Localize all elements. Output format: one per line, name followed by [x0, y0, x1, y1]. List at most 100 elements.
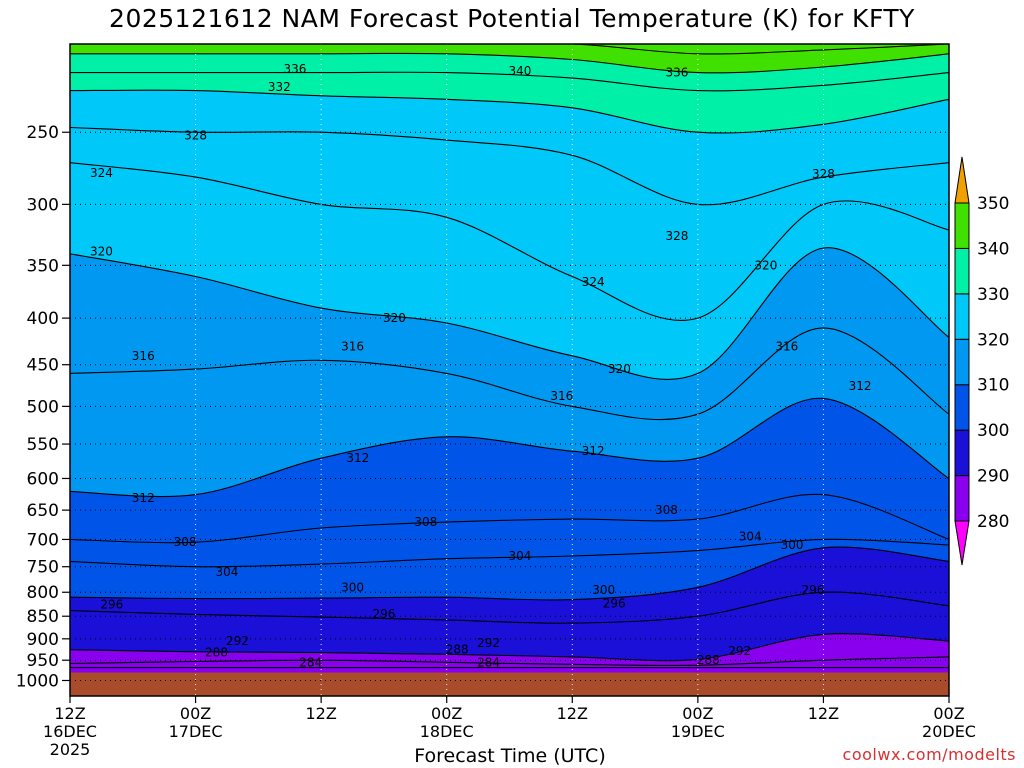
x-tick-label-0-2: 16DEC	[43, 722, 97, 741]
y-tick-label-600: 600	[27, 469, 59, 489]
colorbar-label-340: 340	[977, 239, 1009, 259]
contour-label-17: 312	[849, 379, 872, 393]
isentrope-304	[70, 538, 949, 568]
x-axis-label: Forecast Time (UTC)	[414, 745, 606, 767]
contour-label-9: 320	[90, 245, 113, 259]
y-tick-label-650: 650	[27, 501, 59, 521]
isentrope-292	[70, 633, 949, 662]
contour-label-7: 328	[665, 229, 688, 243]
y-tick-label-300: 300	[27, 195, 59, 215]
contour-label-35: 292	[477, 636, 500, 650]
colorbar-label-290: 290	[977, 467, 1009, 487]
colorbar-swatch-310	[954, 338, 970, 386]
contour-label-14: 316	[341, 340, 364, 354]
contour-label-39: 288	[697, 653, 720, 667]
contour-label-34: 292	[226, 634, 249, 648]
contour-label-25: 304	[509, 549, 532, 563]
isentrope-296	[70, 591, 949, 624]
isentrope-324	[70, 162, 949, 321]
contour-label-29: 300	[592, 583, 615, 597]
x-tick-label-36-2: 18DEC	[420, 722, 474, 741]
colorbar-swatch-340	[954, 202, 970, 249]
contour-label-26: 304	[216, 565, 239, 579]
x-tick-label-84-1: 00Z	[933, 704, 964, 723]
isentrope-344	[70, 44, 949, 55]
y-tick-label-550: 550	[27, 435, 59, 455]
colorbar-swatch-280	[954, 475, 970, 522]
isentrope-lines	[70, 44, 949, 669]
x-tick-label-12-2: 17DEC	[169, 722, 223, 741]
isentrope-328	[70, 126, 949, 206]
contour-label-18: 312	[346, 451, 369, 465]
contour-label-16: 316	[550, 389, 573, 403]
y-tick-label-700: 700	[27, 530, 59, 550]
colorbar-label-350: 350	[977, 194, 1009, 214]
isentrope-316	[70, 327, 949, 421]
plot-frame	[69, 43, 950, 697]
isentrope-312	[70, 397, 949, 498]
contour-label-1: 332	[268, 80, 291, 94]
ground-below-surface	[70, 672, 949, 696]
contour-label-13: 316	[132, 349, 155, 363]
contour-label-24: 304	[739, 530, 762, 544]
colorbar-extend-low	[954, 520, 970, 566]
y-tick-label-800: 800	[27, 583, 59, 603]
contour-label-28: 300	[341, 580, 364, 594]
contour-label-31: 296	[100, 597, 123, 611]
contour-label-41: 284	[477, 655, 500, 669]
contour-label-30: 296	[802, 583, 825, 597]
theta-fill-bands	[70, 44, 949, 696]
y-tick-label-400: 400	[27, 309, 59, 329]
x-tick-label-60-1: 00Z	[682, 704, 713, 723]
colorbar-label-280: 280	[977, 512, 1009, 532]
isentrope-332	[70, 89, 949, 134]
x-tick-label-12-1: 00Z	[180, 704, 211, 723]
colorbar-swatch-290	[954, 429, 970, 477]
x-tick-label-0-3: 2025	[50, 740, 91, 759]
contour-label-11: 320	[383, 311, 406, 325]
y-tick-label-450: 450	[27, 356, 59, 376]
x-tick-label-36-1: 00Z	[431, 704, 462, 723]
contour-label-33: 296	[603, 596, 626, 610]
colorbar-label-310: 310	[977, 376, 1009, 396]
contour-label-2: 340	[509, 64, 532, 78]
contour-label-6: 324	[90, 166, 113, 180]
y-tick-label-900: 900	[27, 630, 59, 650]
isentrope-336	[70, 71, 949, 92]
colorbar-extend-high	[954, 156, 970, 204]
isentrope-308	[70, 493, 949, 544]
y-axis-ticks: 250 300 350 400 450 500 550 600 650 700 750 800 850 9…	[16, 123, 70, 691]
contour-label-0: 336	[284, 62, 307, 76]
x-tick-label-72-1: 12Z	[808, 704, 839, 723]
grid-lines	[70, 44, 949, 696]
contour-label-22: 308	[655, 503, 678, 517]
contour-label-3: 336	[665, 66, 688, 80]
contour-label-19: 312	[582, 444, 605, 458]
colorbar: 280 290 300 310 320 330 340 350	[954, 156, 1009, 566]
isentrope-300	[70, 546, 949, 601]
contour-label-40: 284	[299, 655, 322, 669]
contour-label-20: 312	[132, 491, 155, 505]
colorbar-label-330: 330	[977, 285, 1009, 305]
x-tick-label-48-1: 12Z	[557, 704, 588, 723]
contour-label-5: 328	[812, 167, 835, 181]
contour-label-4: 328	[184, 128, 207, 142]
y-tick-label-1000: 1000	[16, 671, 59, 691]
chart-title: 2025121612 NAM Forecast Potential Temper…	[109, 4, 915, 33]
isentrope-340	[70, 52, 949, 74]
colorbar-label-320: 320	[977, 330, 1009, 350]
contour-label-15: 316	[775, 340, 798, 354]
ground-mask	[70, 672, 949, 696]
y-tick-label-750: 750	[27, 558, 59, 578]
source-credit: coolwx.com/modelts	[842, 745, 1016, 764]
x-tick-label-0-1: 12Z	[54, 704, 85, 723]
x-tick-label-24-1: 12Z	[305, 704, 336, 723]
y-tick-label-500: 500	[27, 397, 59, 417]
colorbar-swatch-300	[954, 384, 970, 431]
colorbar-swatch-320	[954, 293, 970, 340]
contour-label-32: 296	[372, 607, 395, 621]
contour-labels: 336 332 340 336 328 328 324 328 324 320 320 320 320 3…	[90, 62, 872, 669]
y-tick-label-350: 350	[27, 256, 59, 276]
